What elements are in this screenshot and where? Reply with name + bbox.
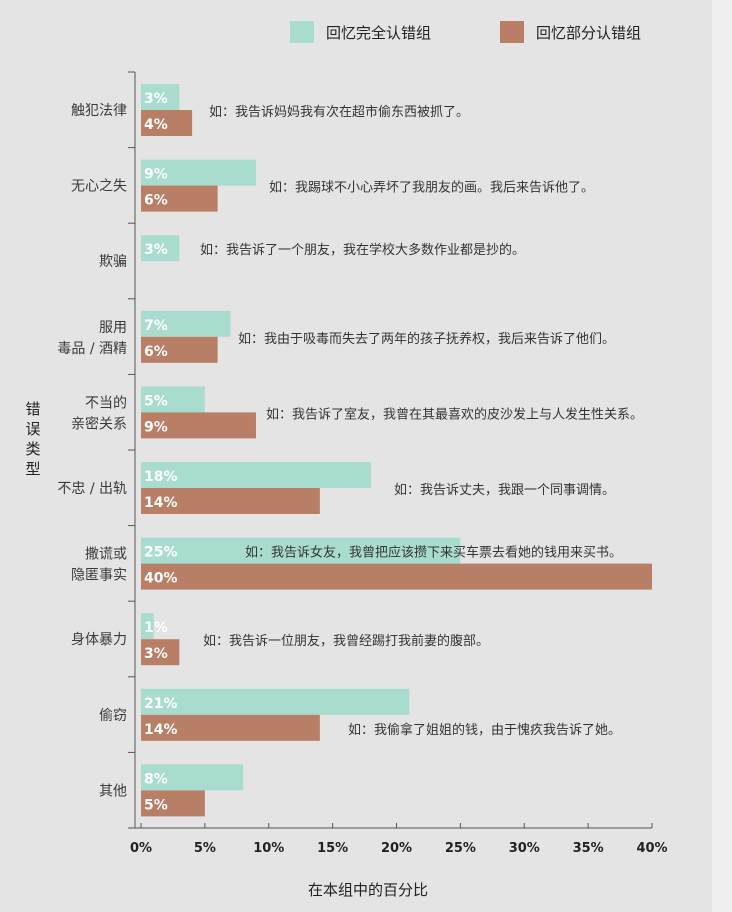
y-axis-title: 错误类型 [25,400,40,478]
bar-data-label: 14% [144,722,178,738]
category-label-line: 隐匿事实 [71,568,127,584]
bar-data-label: 18% [144,469,178,485]
bar-full [141,613,154,640]
category-label-line: 撒谎或 [85,547,127,563]
bar-data-label: 4% [144,117,168,133]
x-tick-label: 30% [509,841,540,856]
example-annotation: 如：我由于吸毒而失去了两年的孩子抚养权，我后来告诉了他们。 [238,331,615,347]
bar-data-label: 3% [144,242,168,258]
bar-full [141,386,205,413]
category-label-line: 亲密关系 [71,415,127,432]
plot-area: 触犯法律 3% 4% 如：我告诉妈妈我有次在超市偷东西被抓了。无心之失 9% 6% 如：我踢… [57,71,652,829]
y-axis-title-char: 型 [25,460,40,478]
example-annotation: 如：我告诉了室友，我曾在其最喜欢的皮沙发上与人发生性关系。 [266,406,643,422]
x-tick-label: 0% [130,841,152,856]
bar-data-label: 40% [144,571,178,587]
bar-data-label: 7% [144,318,168,334]
x-tick-label: 5% [194,841,216,856]
bar-data-label: 3% [144,91,168,107]
bar-data-label: 9% [144,419,168,435]
bar-partial [141,110,193,136]
bar-data-label: 6% [144,344,168,360]
legend-label: 回忆部分认错组 [536,24,641,42]
bar-data-label: 9% [144,167,168,183]
y-axis-title-char: 误 [25,420,40,438]
category-label: 服用毒品 / 酒精 [57,320,127,357]
x-tick-label: 10% [253,841,284,856]
x-tick-label: 35% [573,841,604,856]
bar-full [141,310,231,337]
bar-partial [141,488,320,514]
x-tick-label: 25% [445,841,476,856]
example-annotation: 如：我告诉妈妈我有次在超市偷东西被抓了。 [209,104,469,120]
x-tick-label: 15% [317,841,348,856]
category-label-line: 服用 [99,320,127,336]
right-margin-strip [712,0,732,912]
bar-full [141,235,180,262]
bar-full [141,764,244,791]
legend: 回忆完全认错组 回忆部分认错组 [290,21,641,43]
y-axis-title-text: 错误类型 [25,400,40,478]
bar-partial [141,563,652,590]
category-label: 撒谎或隐匿事实 [71,547,127,584]
bar-data-label: 6% [144,193,168,209]
bar-partial [141,185,218,212]
bar-data-label: 5% [144,393,168,409]
category-label: 偷窃 [99,708,127,724]
x-tick-label: 40% [636,841,667,856]
x-axis-title: 在本组中的百分比 [308,881,428,899]
bar-full [141,462,371,488]
category-label-line: 毒品 / 酒精 [57,341,127,357]
bar-full [141,84,180,110]
example-annotation: 如：我告诉一位朋友，我曾经踢打我前妻的腹部。 [203,633,489,649]
y-axis-title-char: 错 [25,400,40,418]
bar-partial [141,714,320,741]
category-label: 欺骗 [99,254,127,270]
category-label: 无心之失 [71,179,127,195]
bar-data-label: 3% [144,646,168,662]
bar-data-label: 21% [144,696,178,712]
x-tick-label: 20% [381,841,412,856]
example-annotation: 如：我告诉了一个朋友，我在学校大多数作业都是抄的。 [200,242,525,258]
legend-swatch [500,21,524,43]
bar-partial [141,412,256,439]
legend-swatch [290,21,314,43]
bar-full [141,159,256,186]
example-annotation: 如：我告诉女友，我曾把应该攒下来买车票去看她的钱用来买书。 [245,545,622,561]
example-annotation: 如：我告诉丈夫，我跟一个同事调情。 [394,482,615,498]
legend-label: 回忆完全认错组 [326,24,431,42]
bar-partial [141,336,218,363]
bar-data-label: 25% [144,545,178,561]
bar-data-label: 1% [144,620,168,636]
y-axis-title-char: 类 [25,440,40,458]
bar-data-label: 14% [144,495,178,511]
category-label: 不当的亲密关系 [71,395,127,432]
bar-full [141,537,461,564]
x-axis: 0% 5% 10% 15% 20% 25% 30% 35% 40% 在本组中的百分比 [130,823,668,899]
category-label: 身体暴力 [71,632,127,648]
example-annotation: 如：我偷拿了姐姐的钱，由于愧疚我告诉了她。 [348,722,621,738]
category-label: 触犯法律 [71,103,127,119]
bar-data-label: 5% [144,797,168,813]
bar-full [141,688,410,715]
bar-partial [141,790,205,817]
category-label: 不忠 / 出轨 [57,481,127,497]
example-annotation: 如：我踢球不小心弄坏了我朋友的画。我后来告诉他了。 [269,180,594,196]
bar-partial [141,639,180,666]
category-label-line: 不当的 [85,395,127,411]
category-label: 其他 [99,783,127,799]
bar-data-label: 8% [144,771,168,787]
